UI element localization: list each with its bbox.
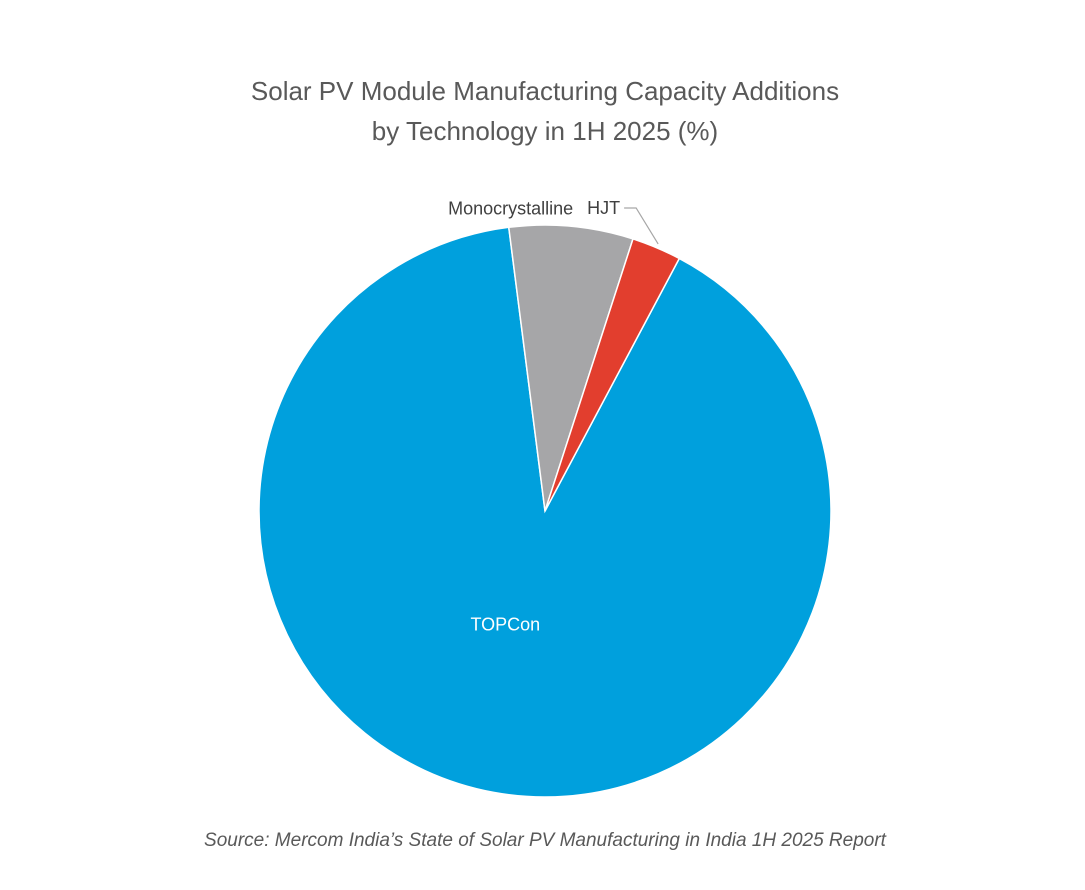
leader-line-hjt	[624, 207, 659, 245]
pie-label-hjt: HJT	[587, 198, 620, 218]
pie-slice-topcon	[258, 226, 832, 798]
chart-subtitle: by Technology in 1H 2025 (%)	[372, 116, 718, 146]
pie-label-topcon: TOPCon	[471, 614, 541, 634]
pie-labels: TOPCon Monocrystalline HJT	[448, 198, 659, 634]
pie-slice-hjt	[544, 237, 681, 512]
pie-slice-monocrystalline	[507, 224, 634, 512]
chart-title: Solar PV Module Manufacturing Capacity A…	[251, 76, 839, 106]
pie-slices	[258, 224, 832, 798]
pie-label-monocrystalline: Monocrystalline	[448, 198, 573, 218]
source-note: Source: Mercom India’s State of Solar PV…	[204, 830, 887, 851]
